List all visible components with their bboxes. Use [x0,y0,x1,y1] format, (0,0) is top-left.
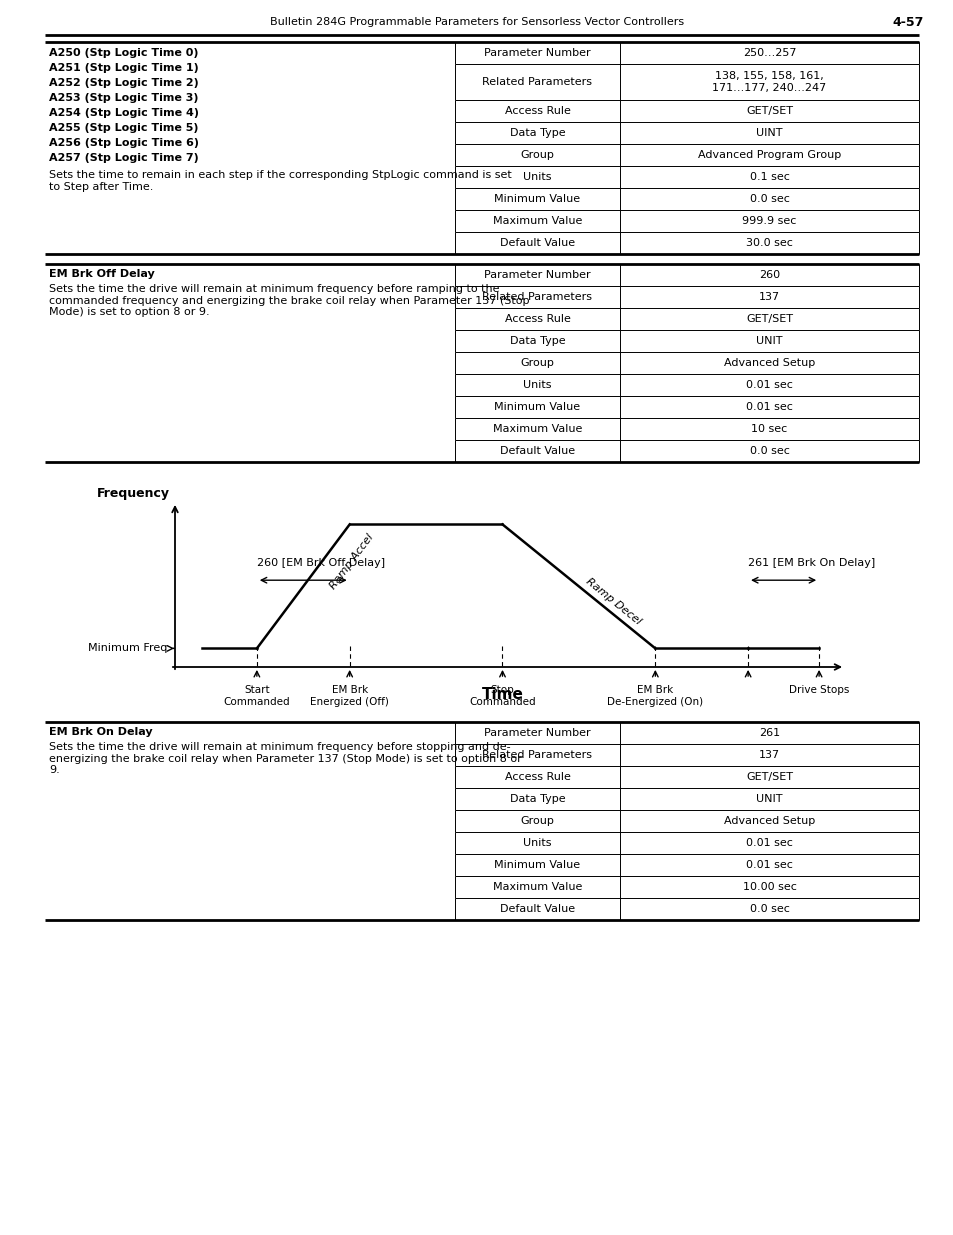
Text: Default Value: Default Value [499,446,575,456]
Text: EM Brk On Delay: EM Brk On Delay [49,727,152,737]
Text: Group: Group [520,358,554,368]
Text: Stop
Commanded: Stop Commanded [469,685,536,706]
Text: Advanced Setup: Advanced Setup [723,358,814,368]
Text: 30.0 sec: 30.0 sec [745,238,792,248]
Text: EM Brk
De-Energized (On): EM Brk De-Energized (On) [607,685,702,706]
Text: 10 sec: 10 sec [751,424,787,433]
Text: Time: Time [481,688,523,703]
Text: 10.00 sec: 10.00 sec [741,882,796,892]
Text: Maximum Value: Maximum Value [493,216,581,226]
Text: UNIT: UNIT [756,794,781,804]
Text: 4-57: 4-57 [892,16,923,28]
Text: 0.01 sec: 0.01 sec [745,860,792,869]
Text: A257 (Stp Logic Time 7): A257 (Stp Logic Time 7) [49,153,198,163]
Text: Sets the time the drive will remain at minimum frequency before stopping and de-: Sets the time the drive will remain at m… [49,742,521,776]
Text: Sets the time the drive will remain at minimum frequency before ramping to the
c: Sets the time the drive will remain at m… [49,284,529,317]
Text: 0.0 sec: 0.0 sec [749,446,789,456]
Text: A251 (Stp Logic Time 1): A251 (Stp Logic Time 1) [49,63,198,73]
Text: 0.0 sec: 0.0 sec [749,904,789,914]
Text: 261 [EM Brk On Delay]: 261 [EM Brk On Delay] [747,558,875,568]
Text: Default Value: Default Value [499,238,575,248]
Text: Units: Units [522,380,551,390]
Text: Minimum Value: Minimum Value [494,860,580,869]
Text: 0.1 sec: 0.1 sec [749,172,789,182]
Text: Advanced Setup: Advanced Setup [723,816,814,826]
Text: EM Brk Off Delay: EM Brk Off Delay [49,269,154,279]
Text: UINT: UINT [756,128,781,138]
Text: Data Type: Data Type [509,336,565,346]
Text: Minimum Value: Minimum Value [494,194,580,204]
Text: EM Brk
Energized (Off): EM Brk Energized (Off) [310,685,389,706]
Text: Minimum Freq: Minimum Freq [88,643,167,653]
Text: Ramp Decel: Ramp Decel [583,577,642,627]
Text: 0.0 sec: 0.0 sec [749,194,789,204]
Text: Access Rule: Access Rule [504,314,570,324]
Text: Drive Stops: Drive Stops [788,685,848,695]
Text: 999.9 sec: 999.9 sec [741,216,796,226]
Text: A253 (Stp Logic Time 3): A253 (Stp Logic Time 3) [49,93,198,103]
Text: 0.01 sec: 0.01 sec [745,839,792,848]
Text: 137: 137 [759,750,780,760]
Text: Maximum Value: Maximum Value [493,882,581,892]
Text: Group: Group [520,149,554,161]
Text: 138, 155, 158, 161,
171…177, 240…247: 138, 155, 158, 161, 171…177, 240…247 [712,72,825,93]
Text: A252 (Stp Logic Time 2): A252 (Stp Logic Time 2) [49,78,198,88]
Text: Access Rule: Access Rule [504,106,570,116]
Text: Minimum Value: Minimum Value [494,403,580,412]
Text: GET/SET: GET/SET [745,106,792,116]
Text: Data Type: Data Type [509,128,565,138]
Text: A254 (Stp Logic Time 4): A254 (Stp Logic Time 4) [49,107,199,119]
Text: UNIT: UNIT [756,336,781,346]
Text: Data Type: Data Type [509,794,565,804]
Text: A250 (Stp Logic Time 0): A250 (Stp Logic Time 0) [49,48,198,58]
Text: Bulletin 284G Programmable Parameters for Sensorless Vector Controllers: Bulletin 284G Programmable Parameters fo… [270,17,683,27]
Text: Units: Units [522,839,551,848]
Text: Start
Commanded: Start Commanded [223,685,290,706]
Text: 0.01 sec: 0.01 sec [745,403,792,412]
Text: Advanced Program Group: Advanced Program Group [698,149,841,161]
Text: 260 [EM Brk Off Delay]: 260 [EM Brk Off Delay] [256,558,385,568]
Text: Related Parameters: Related Parameters [482,291,592,303]
Text: Units: Units [522,172,551,182]
Text: GET/SET: GET/SET [745,314,792,324]
Text: Related Parameters: Related Parameters [482,750,592,760]
Text: A255 (Stp Logic Time 5): A255 (Stp Logic Time 5) [49,124,198,133]
Text: 137: 137 [759,291,780,303]
Text: 260: 260 [759,270,780,280]
Text: Frequency: Frequency [97,488,170,500]
Text: 0.01 sec: 0.01 sec [745,380,792,390]
Text: Sets the time to remain in each step if the corresponding StpLogic command is se: Sets the time to remain in each step if … [49,170,511,191]
Text: Group: Group [520,816,554,826]
Text: 250…257: 250…257 [742,48,796,58]
Text: Parameter Number: Parameter Number [484,727,590,739]
Text: Access Rule: Access Rule [504,772,570,782]
Text: A256 (Stp Logic Time 6): A256 (Stp Logic Time 6) [49,138,199,148]
Text: Parameter Number: Parameter Number [484,48,590,58]
Text: Parameter Number: Parameter Number [484,270,590,280]
Text: 261: 261 [759,727,780,739]
Text: GET/SET: GET/SET [745,772,792,782]
Text: Default Value: Default Value [499,904,575,914]
Text: Ramp Accel: Ramp Accel [328,532,375,592]
Text: Related Parameters: Related Parameters [482,77,592,86]
Text: Maximum Value: Maximum Value [493,424,581,433]
